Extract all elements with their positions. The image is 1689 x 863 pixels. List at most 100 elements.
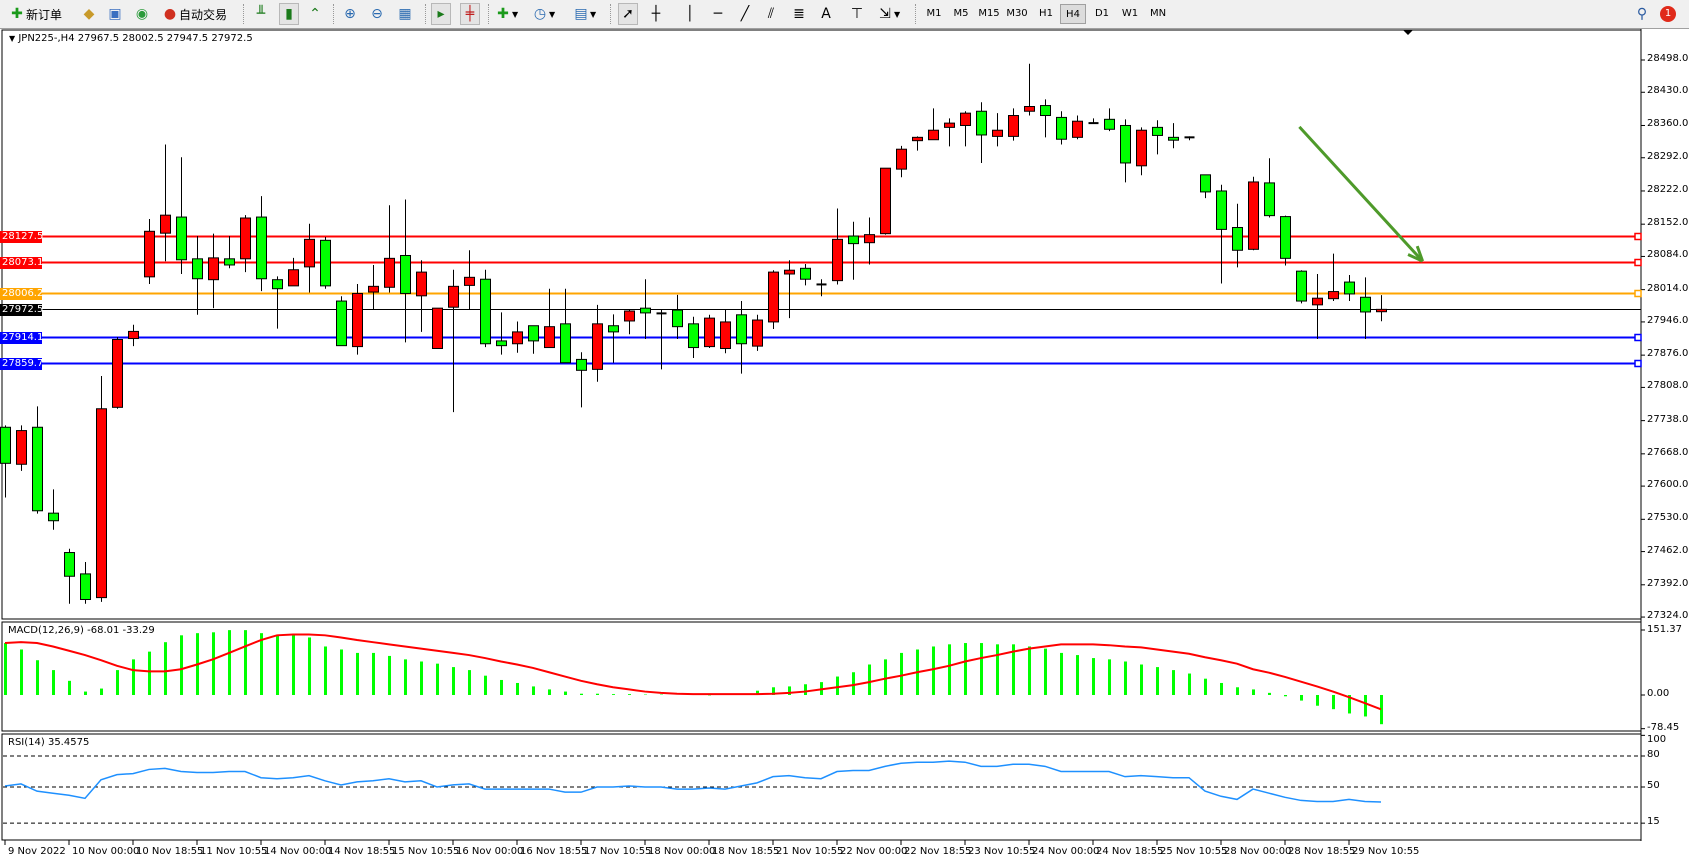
time-axis-label: 9 Nov 2022	[8, 846, 66, 857]
level-handle-icon[interactable]	[1634, 258, 1642, 267]
text-tool[interactable]: A	[817, 3, 835, 25]
rsi-axis-label: 80	[1647, 749, 1660, 760]
candle-body	[112, 338, 123, 408]
time-axis-label: 17 Nov 10:55	[584, 846, 652, 857]
time-axis-label: 16 Nov 18:55	[520, 846, 588, 857]
vertical-line-tool[interactable]: │	[681, 3, 699, 25]
candle-body	[304, 238, 315, 268]
zoom-in-button[interactable]: ⊕	[341, 3, 359, 25]
timeframe-mn[interactable]: MN	[1149, 8, 1167, 19]
periods-button[interactable]: ◷ ▼	[531, 3, 555, 25]
indicators-icon: ✚	[497, 6, 509, 22]
chart-shift-marker-icon[interactable]	[1403, 30, 1413, 35]
candle	[512, 321, 523, 353]
candle	[192, 236, 203, 315]
price-axis-label: 28498.0	[1647, 53, 1689, 64]
auto-trade-label: 自动交易	[179, 7, 228, 22]
candle-body	[512, 331, 523, 345]
time-axis-label: 10 Nov 18:55	[136, 846, 204, 857]
new-order-button[interactable]: ✚ 新订单	[8, 3, 62, 25]
candle-body	[368, 285, 379, 293]
auto-trade-button[interactable]: ● 自动交易	[161, 3, 227, 25]
candle	[1168, 123, 1179, 149]
trendline-tool[interactable]: ╱	[736, 3, 754, 25]
timeframe-m15[interactable]: M15	[978, 8, 1000, 19]
candle	[1280, 215, 1291, 266]
chart-shift-button[interactable]: ╪	[460, 3, 480, 25]
time-axis-label: 21 Nov 10:55	[776, 846, 844, 857]
candle-body	[1216, 190, 1227, 230]
channel-tool[interactable]: ⫽	[762, 3, 780, 25]
timeframe-m5[interactable]: M5	[953, 8, 969, 19]
candle-body	[1072, 120, 1083, 138]
separator	[425, 4, 427, 24]
line-chart-button[interactable]: ⌃	[306, 3, 324, 25]
new-order-label: 新订单	[26, 7, 63, 22]
notifications-button[interactable]: 1	[1660, 3, 1676, 25]
auto-scroll-button[interactable]: ▸	[431, 3, 451, 25]
candle	[304, 223, 315, 293]
candlestick-chart-button[interactable]: ▮	[279, 3, 299, 25]
bar-chart-button[interactable]: ╨	[252, 3, 270, 25]
candle-body	[672, 309, 683, 328]
time-axis-label: 16 Nov 00:00	[456, 846, 524, 857]
new-order-icon: ✚	[11, 6, 23, 22]
horizontal-line-tool[interactable]: ─	[709, 3, 727, 25]
candle	[1344, 274, 1355, 302]
candle	[1088, 118, 1099, 125]
zoom-out-button[interactable]: ⊖	[368, 3, 386, 25]
candle	[128, 324, 139, 347]
trend-arrow-line[interactable]	[1298, 125, 1424, 263]
candle-body	[928, 129, 939, 141]
time-axis-label: 24 Nov 00:00	[1032, 846, 1100, 857]
level-handle-icon[interactable]	[1634, 289, 1642, 298]
candle-body	[1232, 226, 1243, 251]
timeframe-m30[interactable]: M30	[1006, 8, 1028, 19]
indicators-button[interactable]: ✚ ▼	[494, 3, 518, 25]
candle	[1376, 295, 1387, 322]
fibonacci-icon: ≣	[793, 6, 805, 22]
cursor-tool[interactable]: ➚	[618, 3, 638, 25]
arrow-head-icon[interactable]	[1407, 245, 1425, 263]
level-handle-icon[interactable]	[1634, 333, 1642, 342]
templates-button[interactable]: ▤ ▼	[572, 3, 596, 25]
time-axis-label: 15 Nov 10:55	[392, 846, 460, 857]
signals-button[interactable]: ◉	[133, 3, 151, 25]
candle	[1312, 273, 1323, 340]
candle	[352, 283, 363, 355]
candle-body	[32, 426, 43, 512]
candle	[960, 111, 971, 147]
candle	[1216, 184, 1227, 284]
timeframe-h4[interactable]: H4	[1060, 4, 1086, 24]
candle	[416, 260, 427, 332]
candle	[160, 144, 171, 262]
timeframe-m1[interactable]: M1	[926, 8, 942, 19]
timeframe-h1[interactable]: H1	[1039, 8, 1053, 19]
candle	[912, 136, 923, 151]
candle	[1296, 270, 1307, 304]
separator	[243, 4, 245, 24]
price-axis-label: 27876.0	[1647, 348, 1689, 360]
data-window-button[interactable]: ▣	[106, 3, 124, 25]
candle	[848, 221, 859, 280]
level-handle-icon[interactable]	[1634, 232, 1642, 241]
timeframe-d1[interactable]: D1	[1094, 8, 1110, 19]
candle-body	[592, 323, 603, 370]
level-handle-icon[interactable]	[1634, 359, 1642, 368]
crosshair-tool[interactable]: ┼	[647, 3, 665, 25]
text-label-tool[interactable]: ⊤	[848, 3, 866, 25]
level-price-tag: 28073.1	[0, 256, 44, 269]
candle-body	[768, 271, 779, 323]
auto-trade-icon: ●	[163, 6, 177, 22]
macd-axis-label: -78.45	[1647, 721, 1680, 733]
fibonacci-tool[interactable]: ≣	[790, 3, 808, 25]
tile-windows-button[interactable]: ▦	[396, 3, 414, 25]
search-button[interactable]: ⚲	[1633, 3, 1651, 25]
candle-body	[1008, 115, 1019, 137]
collapse-triangle-icon[interactable]: ▼	[9, 34, 16, 43]
arrows-tool[interactable]: ⇲ ▼	[876, 3, 900, 25]
timeframe-w1[interactable]: W1	[1121, 8, 1139, 19]
market-watch-button[interactable]: ◆	[80, 3, 98, 25]
candle	[1024, 63, 1035, 116]
